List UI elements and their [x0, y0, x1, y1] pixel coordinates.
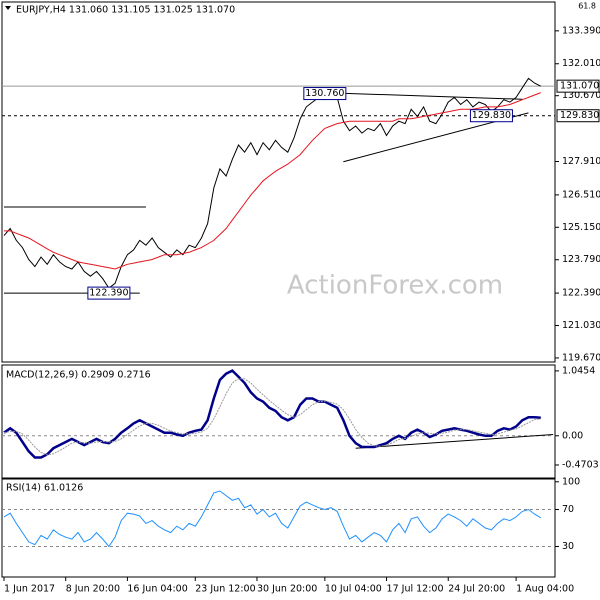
trendline [337, 92, 523, 100]
y-tick-label: 100 [562, 476, 580, 487]
y-tick-label: 125.150 [562, 222, 600, 233]
annotation-box [303, 87, 347, 101]
corner-label: 61.8 [578, 2, 596, 11]
y-tick-label: 126.510 [562, 189, 600, 200]
y-tick-label: 0.00 [562, 430, 583, 441]
annotation-label: 130.760 [305, 88, 344, 99]
price-marker-box [556, 79, 600, 93]
x-tick-label: 16 Jun 04:00 [127, 584, 187, 595]
y-tick-label: 119.670 [562, 352, 600, 363]
price-frame [1, 1, 556, 363]
series-line [3, 77, 542, 289]
y-tick-label: -0.4703 [562, 459, 599, 470]
y-tick-label: 122.390 [562, 288, 600, 299]
annotation-label: 122.390 [89, 288, 128, 299]
trendline [355, 434, 554, 449]
x-tick-label: 30 Jun 20:00 [257, 584, 317, 595]
y-tick-label: 130.670 [562, 90, 600, 101]
y-tick-label: 132.010 [562, 58, 600, 69]
y-tick-label: 30 [562, 541, 574, 552]
series-line [3, 490, 542, 548]
y-tick-label: 127.910 [562, 156, 600, 167]
y-tick-label: 1.0454 [562, 365, 595, 376]
annotation-label: 129.830 [472, 110, 511, 121]
rsi-frame [1, 478, 556, 578]
macd-frame [1, 364, 556, 479]
x-tick-label: 24 Jul 20:00 [448, 584, 505, 595]
rsi-title: RSI(14) 61.0126 [6, 483, 83, 494]
watermark: ActionForex.com [287, 271, 503, 301]
x-tick-label: 1 Aug 04:00 [516, 584, 574, 595]
series-line [3, 378, 541, 456]
y-tick-label: 123.790 [562, 254, 600, 265]
x-tick-label: 23 Jun 12:00 [195, 584, 255, 595]
y-tick-label: 70 [562, 504, 574, 515]
series-line [4, 92, 541, 270]
annotation-box [87, 286, 131, 300]
x-tick-label: 8 Jun 20:00 [66, 584, 120, 595]
y-tick-label: 133.390 [562, 25, 600, 36]
y-tick-label: 121.030 [562, 320, 600, 331]
x-tick-label: 1 Jun 2017 [4, 584, 55, 595]
title-arrow [5, 6, 11, 10]
annotation-box [469, 109, 513, 123]
price-marker-label: 131.070 [560, 81, 599, 92]
series-line [3, 369, 541, 459]
price-marker-box [556, 109, 600, 123]
macd-title: MACD(12,26,9) 0.2909 0.2716 [6, 370, 151, 381]
x-tick-label: 10 Jul 04:00 [325, 584, 382, 595]
x-tick-label: 17 Jul 12:00 [387, 584, 444, 595]
price-marker-label: 129.830 [560, 110, 599, 121]
price-title: EURJPY,H4 131.060 131.105 131.025 131.07… [16, 5, 235, 16]
